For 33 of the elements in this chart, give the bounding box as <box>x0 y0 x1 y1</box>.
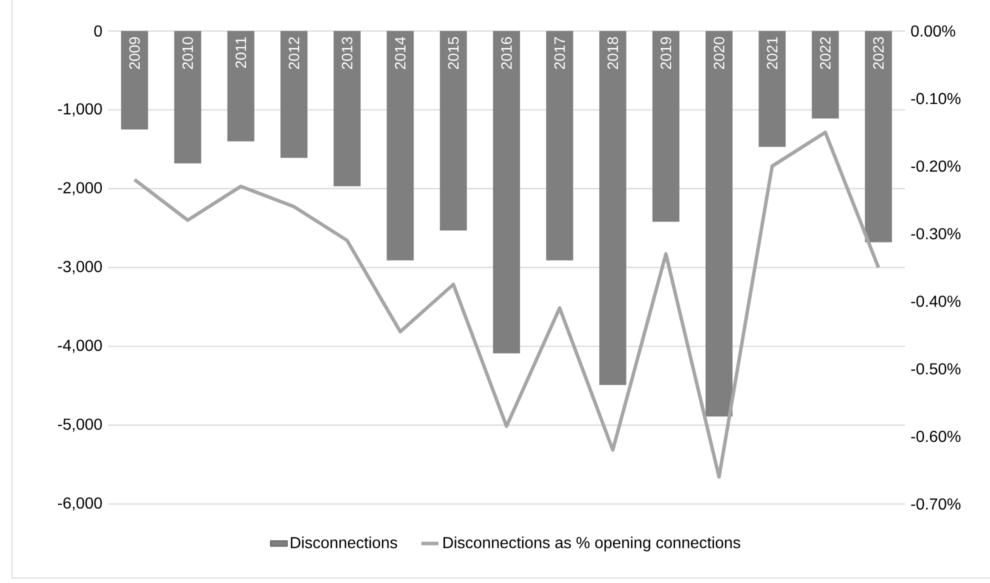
y2-tick-label: -0.60% <box>911 430 960 442</box>
x-tick-label: 2012 <box>288 37 300 69</box>
y-tick-label: -4,000 <box>58 340 102 353</box>
y2-tick-label: -0.10% <box>911 92 960 104</box>
y2-tick-label: -0.40% <box>911 296 960 307</box>
y-tick-label: -5,000 <box>58 418 102 432</box>
x-tick-label: 2011 <box>236 37 246 68</box>
y2-tick-label: 0.00% <box>911 25 956 37</box>
x-tick-label: 2020 <box>714 37 724 69</box>
x-tick-label: 2018 <box>607 37 618 69</box>
x-tick-label: 2009 <box>129 37 140 69</box>
y-tick-label: -1,000 <box>58 103 102 116</box>
x-tick-label: 2021 <box>766 37 778 69</box>
line-series <box>132 130 880 479</box>
x-tick-label: 2016 <box>501 37 512 69</box>
legend-label: Disconnections <box>290 536 398 548</box>
x-tick-label: 2010 <box>182 37 193 69</box>
legend-label: Disconnections as % opening connections <box>444 536 740 552</box>
y-tick-label: -2,000 <box>58 182 102 196</box>
y2-tick-label: -0.30% <box>911 228 960 240</box>
x-tick-label: 2019 <box>660 37 672 69</box>
y2-tick-label: -0.50% <box>911 363 960 374</box>
y2-tick-label: -0.70% <box>911 498 960 510</box>
y-tick-label: 0 <box>94 25 102 37</box>
y-tick-label: -6,000 <box>58 497 102 511</box>
x-tick-label: 2023 <box>873 37 884 69</box>
x-tick-label: 2013 <box>342 37 352 69</box>
x-tick-label: 2017 <box>554 37 565 69</box>
y2-tick-label: -0.20% <box>911 160 960 172</box>
y-tick-label: -3,000 <box>58 260 102 274</box>
x-tick-label: 2015 <box>448 37 459 69</box>
x-tick-label: 2022 <box>820 37 831 69</box>
x-tick-label: 2014 <box>394 36 406 69</box>
